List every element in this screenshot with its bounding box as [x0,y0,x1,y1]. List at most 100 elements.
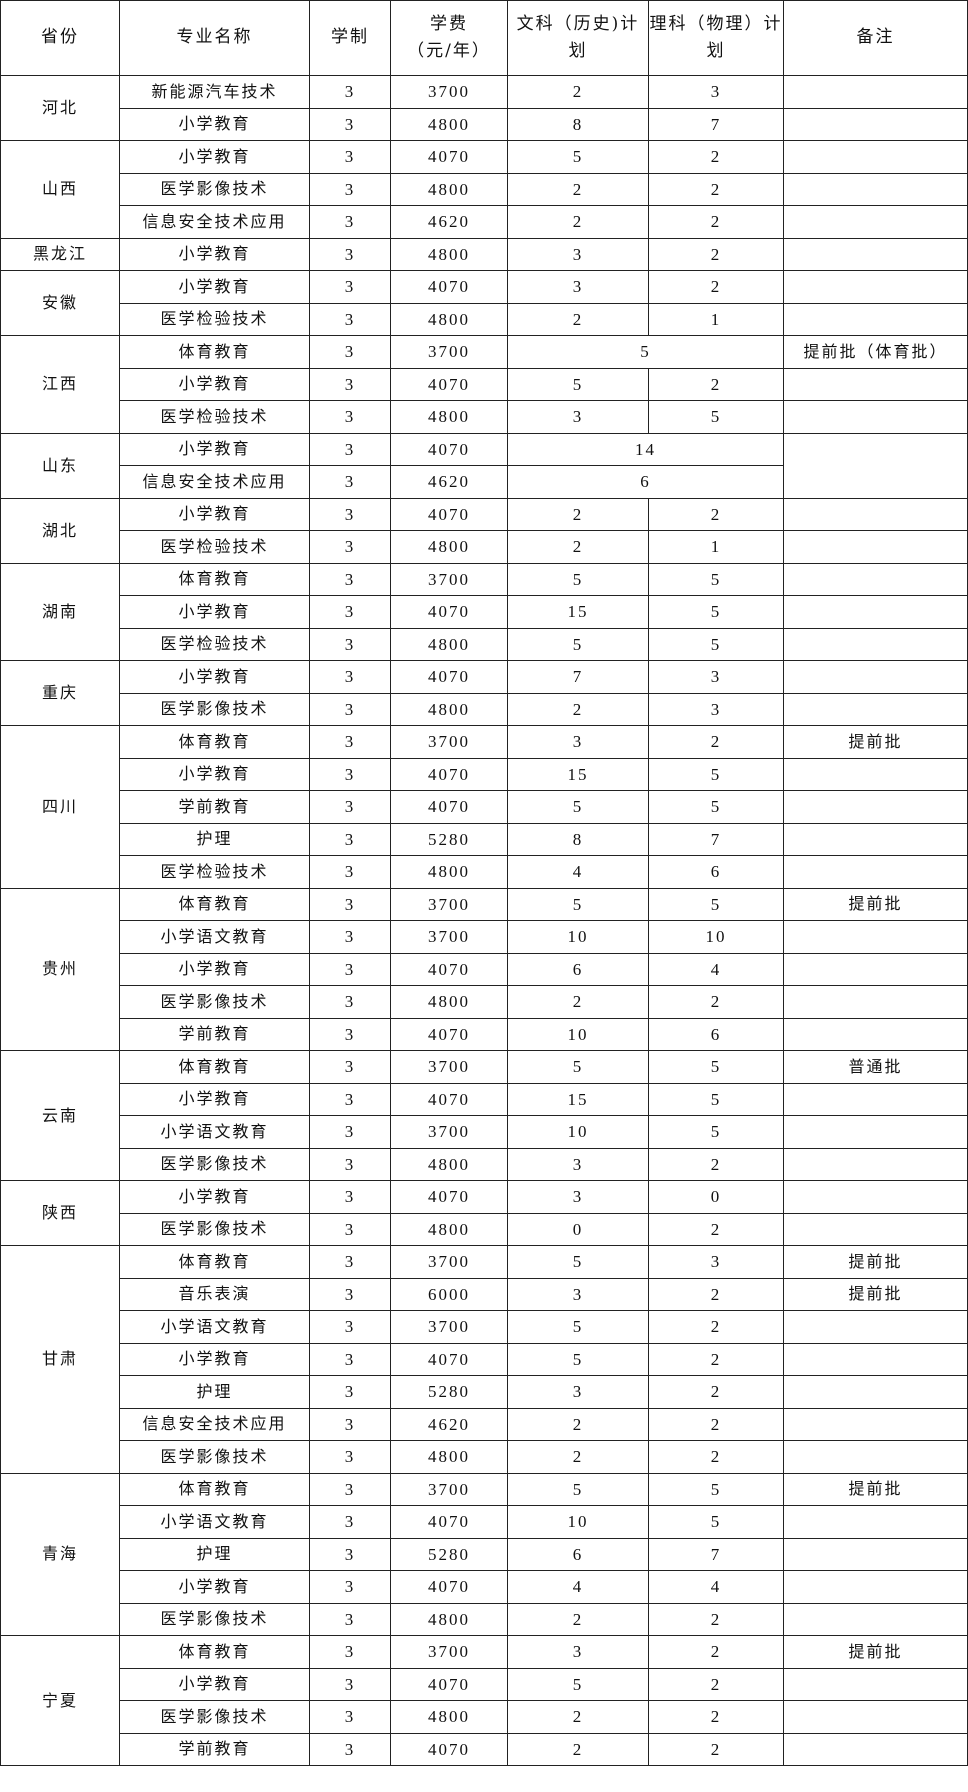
science-plan-cell: 2 [648,1440,784,1474]
tuition-cell: 4070 [390,595,508,629]
major-name-cell: 小学语文教育 [119,1310,310,1344]
tuition-cell: 4800 [390,302,508,336]
science-plan-cell: 2 [648,172,784,206]
tuition-cell: 4070 [390,1180,508,1214]
province-cell: 陕西 [0,1180,120,1246]
table-row: 护理 3 5280 8 7 [1,822,968,856]
tuition-cell: 4070 [390,660,508,694]
tuition-cell: 3700 [390,1635,508,1669]
major-name-cell: 小学教育 [119,1342,310,1376]
table-row: 小学教育 3 4070 15 5 [1,1082,968,1116]
table-row: 安徽 小学教育 3 4070 3 2 [0,270,968,336]
arts-plan-cell: 6 [507,1537,649,1571]
remark-cell [783,1375,968,1409]
duration-cell: 3 [309,1570,391,1604]
science-plan-cell: 6 [648,855,784,889]
arts-plan-cell: 10 [507,1505,649,1539]
table-row: 医学检验技术 3 4800 2 1 [1,530,968,564]
major-name-cell: 医学影像技术 [119,1212,310,1246]
tuition-cell: 4070 [390,432,508,466]
tuition-cell: 4620 [390,1407,508,1441]
remark-cell [783,400,968,434]
major-name-cell: 信息安全技术应用 [119,205,310,239]
duration-cell: 3 [309,822,391,856]
remark-cell [783,302,968,336]
science-plan-cell: 3 [648,1245,784,1279]
table-row: 护理 3 5280 3 2 [1,1375,968,1409]
remark-cell [783,367,968,401]
tuition-cell: 4620 [390,465,508,499]
science-plan-cell: 2 [648,1732,784,1766]
duration-cell: 3 [309,1212,391,1246]
table-row: 医学影像技术 3 4800 2 2 [1,172,968,206]
tuition-cell: 3700 [390,1115,508,1149]
duration-cell: 3 [309,335,391,369]
remark-cell: 提前批 [783,1277,968,1311]
science-plan-cell: 5 [648,1050,784,1084]
remark-cell: 普通批 [783,1050,968,1084]
science-plan-cell: 3 [648,660,784,694]
arts-plan-cell: 15 [507,595,649,629]
tuition-cell: 4800 [390,627,508,661]
table-row: 医学影像技术 3 4800 3 2 [1,1147,968,1181]
tuition-cell: 3700 [390,1050,508,1084]
remark-cell [783,75,968,109]
arts-plan-cell: 3 [507,1180,649,1214]
arts-plan-cell: 2 [507,1440,649,1474]
tuition-cell: 4070 [390,497,508,531]
arts-plan-cell: 5 [507,562,649,596]
header-science-plan: 理科（物理）计划 [648,0,784,76]
table-row: 青海 体育教育 3 3700 5 5 提前批 [0,1472,968,1636]
duration-cell: 3 [309,985,391,1019]
major-name-cell: 学前教育 [119,1017,310,1051]
duration-cell: 3 [309,530,391,564]
duration-cell: 3 [309,595,391,629]
arts-plan-cell: 2 [507,1700,649,1734]
major-name-cell: 小学教育 [119,1570,310,1604]
remark-cell [783,1440,968,1474]
arts-plan-cell: 0 [507,1212,649,1246]
duration-cell: 3 [309,302,391,336]
science-plan-cell: 4 [648,952,784,986]
table-row: 医学影像技术 3 4800 0 2 [1,1212,968,1246]
remark-cell: 提前批 [783,887,968,921]
science-plan-cell: 5 [648,757,784,791]
science-plan-cell: 5 [648,1472,784,1506]
tuition-cell: 4070 [390,1017,508,1051]
arts-plan-cell: 5 [507,1667,649,1701]
major-name-cell: 小学教育 [119,367,310,401]
arts-plan-cell: 7 [507,660,649,694]
science-plan-cell: 5 [648,790,784,824]
arts-plan-cell: 3 [507,270,649,304]
duration-cell: 3 [309,1342,391,1376]
science-plan-cell: 2 [648,1375,784,1409]
header-duration: 学制 [309,0,391,76]
arts-plan-cell: 8 [507,822,649,856]
major-name-cell: 医学影像技术 [119,1700,310,1734]
table-row: 山东 小学教育 3 4070 14 [0,432,968,499]
tuition-cell: 4070 [390,270,508,304]
remark-cell [783,530,968,564]
major-name-cell: 体育教育 [119,1635,310,1669]
remark-cell [783,952,968,986]
duration-cell: 3 [309,562,391,596]
duration-cell: 3 [309,1017,391,1051]
province-cell: 甘肃 [0,1245,120,1474]
duration-cell: 3 [309,1375,391,1409]
science-plan-cell: 10 [648,920,784,954]
science-plan-cell: 2 [648,1212,784,1246]
tuition-cell: 4070 [390,1667,508,1701]
major-name-cell: 学前教育 [119,1732,310,1766]
remark-cell [783,1537,968,1571]
science-plan-cell: 0 [648,1180,784,1214]
major-name-cell: 体育教育 [119,1050,310,1084]
remark-cell [783,1505,968,1539]
arts-plan-cell: 2 [507,985,649,1019]
arts-plan-cell: 5 [507,1472,649,1506]
duration-cell: 3 [309,1700,391,1734]
remark-cell [783,1017,968,1051]
tuition-cell: 3700 [390,75,508,109]
arts-plan-cell: 3 [507,725,649,759]
arts-plan-cell: 6 [507,952,649,986]
province-cell: 江西 [0,335,120,434]
